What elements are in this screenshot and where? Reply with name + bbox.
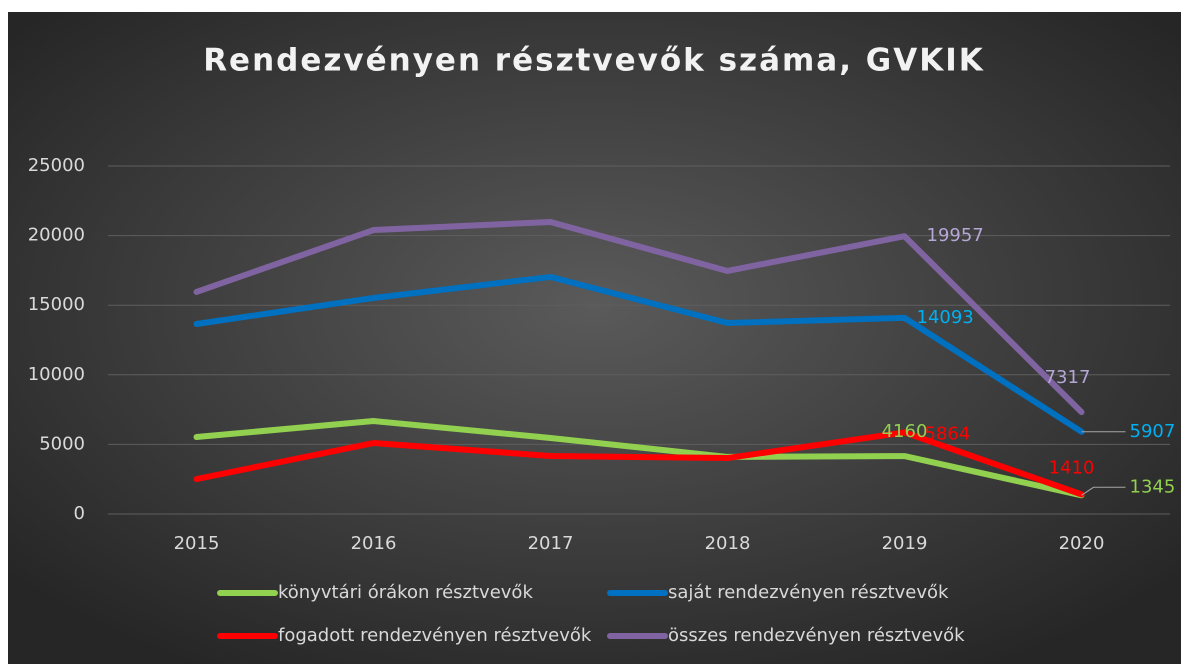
x-tick-label: 2019: [882, 533, 928, 554]
series-line: [193, 429, 1085, 498]
data-label: 14093: [917, 307, 974, 328]
y-tick-label: 10000: [28, 364, 85, 385]
y-tick-label: 15000: [28, 294, 85, 315]
data-label: 19957: [927, 225, 984, 246]
y-tick-label: 25000: [28, 155, 85, 176]
legend-label: saját rendezvényen résztvevők: [668, 582, 949, 603]
series-line: [193, 273, 1085, 435]
x-tick-label: 2017: [528, 533, 574, 554]
x-tick-label: 2016: [351, 533, 397, 554]
data-label: 7317: [1045, 367, 1091, 388]
data-label: 1410: [1049, 457, 1095, 478]
x-tick-label: 2020: [1059, 533, 1105, 554]
y-tick-label: 0: [74, 503, 85, 524]
x-tick-label: 2015: [174, 533, 220, 554]
leader-line: [1081, 486, 1126, 496]
data-label: 5907: [1130, 421, 1176, 442]
chart-title: Rendezvényen résztvevők száma, GVKIK: [203, 43, 985, 79]
y-tick-label: 20000: [28, 225, 85, 246]
data-label: 5864: [925, 423, 971, 444]
data-label: 4160: [882, 421, 928, 442]
legend-label: fogadott rendezvényen résztvevők: [278, 625, 592, 646]
chart-background: [8, 12, 1181, 664]
series-line: [193, 418, 1085, 499]
x-tick-label: 2018: [705, 533, 751, 554]
legend-label: könyvtári órákon résztvevők: [278, 582, 533, 603]
y-tick-label: 5000: [39, 433, 85, 454]
data-label: 1345: [1130, 476, 1176, 497]
legend-label: összes rendezvényen résztvevők: [668, 625, 965, 646]
series-line: [193, 218, 1085, 416]
